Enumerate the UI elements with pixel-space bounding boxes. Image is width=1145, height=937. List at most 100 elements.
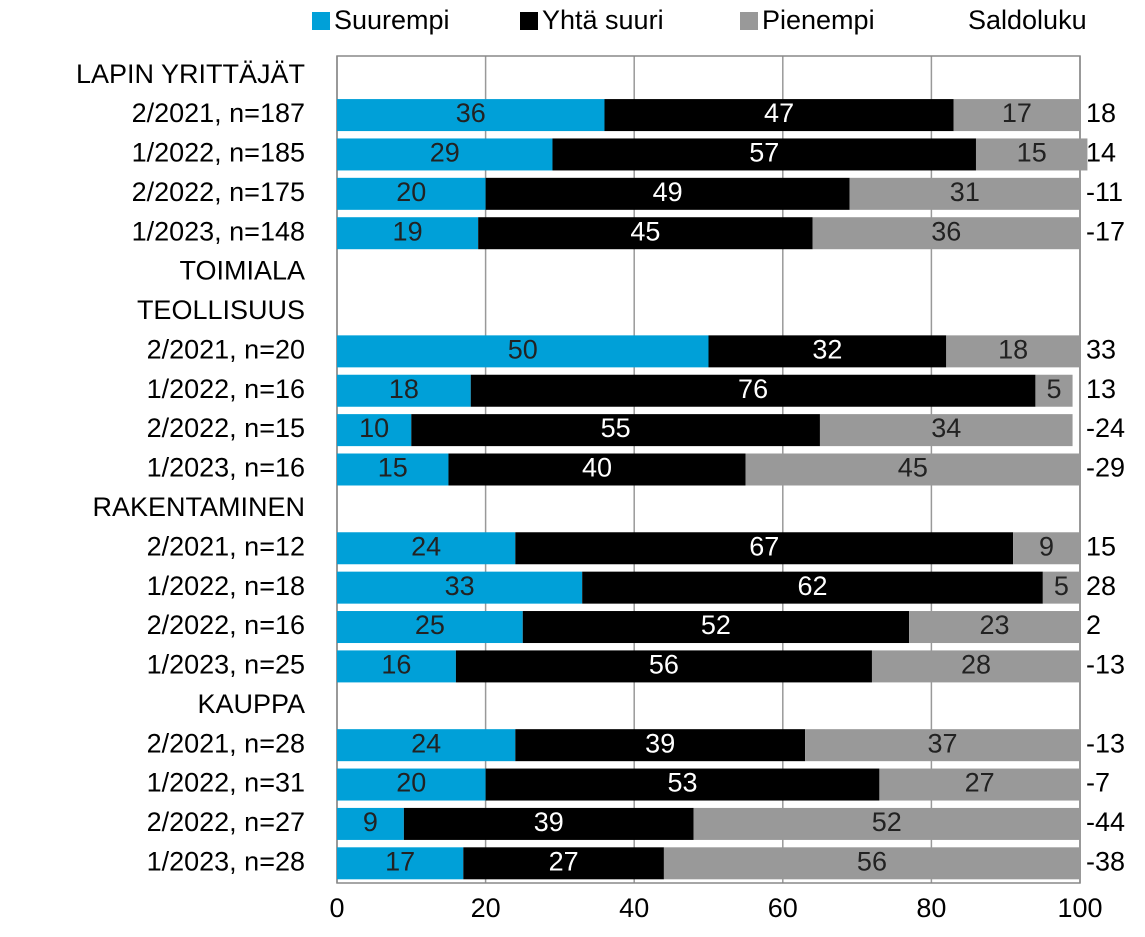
bar-segment bbox=[485, 768, 880, 801]
value-label: 23 bbox=[980, 610, 1010, 640]
bar-segment bbox=[849, 177, 1080, 210]
y-tick-label: 2/2021, n=12 bbox=[147, 531, 305, 561]
bar-segment bbox=[337, 532, 516, 565]
x-tick-label: 60 bbox=[768, 893, 798, 923]
bar-segment bbox=[337, 374, 471, 407]
bar-segment bbox=[337, 217, 479, 250]
value-label: 20 bbox=[396, 177, 426, 207]
bar-segment bbox=[337, 807, 404, 840]
value-label: 5 bbox=[1046, 374, 1061, 404]
bar-segment bbox=[337, 414, 412, 447]
saldo-value: -29 bbox=[1086, 453, 1125, 483]
y-tick-label: 2/2021, n=28 bbox=[147, 728, 305, 758]
value-label: 40 bbox=[582, 453, 612, 483]
y-tick-label: 1/2022, n=185 bbox=[132, 138, 305, 168]
value-label: 33 bbox=[445, 571, 475, 601]
bar-segment bbox=[337, 729, 516, 762]
bar-segment bbox=[411, 414, 820, 447]
bar-segment bbox=[1035, 374, 1073, 407]
legend-label: Yhtä suuri bbox=[542, 5, 664, 35]
value-label: 16 bbox=[381, 650, 411, 680]
value-label: 49 bbox=[653, 177, 683, 207]
y-tick-label: 2/2022, n=16 bbox=[147, 610, 305, 640]
saldo-value: 15 bbox=[1086, 531, 1116, 561]
x-tick-label: 0 bbox=[329, 893, 344, 923]
value-label: 62 bbox=[797, 571, 827, 601]
bar-segment bbox=[819, 414, 1073, 447]
bar-segment bbox=[463, 847, 664, 880]
legend-swatch bbox=[312, 12, 330, 30]
value-label: 24 bbox=[411, 728, 441, 758]
value-label: 32 bbox=[812, 334, 842, 364]
saldo-value: 13 bbox=[1086, 374, 1116, 404]
saldo-value: 28 bbox=[1086, 571, 1116, 601]
bar-segment bbox=[552, 138, 976, 171]
y-tick-label: 2/2022, n=27 bbox=[147, 807, 305, 837]
value-label: 56 bbox=[857, 846, 887, 876]
y-tick-label: 1/2022, n=31 bbox=[147, 768, 305, 798]
bar-segment bbox=[337, 847, 464, 880]
legend-swatch bbox=[520, 12, 538, 30]
value-label: 18 bbox=[998, 334, 1028, 364]
saldo-value: -11 bbox=[1086, 177, 1123, 207]
bar-segment bbox=[805, 729, 1080, 762]
value-label: 53 bbox=[667, 768, 697, 798]
y-tick-label: 2/2021, n=20 bbox=[147, 334, 305, 364]
value-label: 45 bbox=[898, 453, 928, 483]
y-tick-label: 2/2022, n=175 bbox=[132, 177, 305, 207]
legend-label: Pienempi bbox=[762, 5, 875, 35]
value-label: 36 bbox=[931, 216, 961, 246]
bar-segment bbox=[1042, 571, 1080, 604]
bar-segment bbox=[582, 571, 1043, 604]
x-tick-label: 80 bbox=[916, 893, 946, 923]
bar-segment bbox=[946, 335, 1080, 368]
bar-segment bbox=[708, 335, 947, 368]
saldo-value: -24 bbox=[1086, 413, 1125, 443]
saldo-value: -7 bbox=[1086, 768, 1110, 798]
legend-label: Suurempi bbox=[334, 5, 450, 35]
y-tick-label: KAUPPA bbox=[197, 689, 305, 719]
value-label: 17 bbox=[1002, 98, 1032, 128]
bar-segment bbox=[693, 807, 1080, 840]
legend-swatch bbox=[740, 12, 758, 30]
saldo-value: 14 bbox=[1086, 138, 1116, 168]
saldo-header: Saldoluku bbox=[968, 5, 1087, 35]
bar-segment bbox=[337, 177, 486, 210]
value-label: 76 bbox=[738, 374, 768, 404]
bar-segment bbox=[448, 453, 746, 486]
value-label: 34 bbox=[931, 413, 961, 443]
value-label: 29 bbox=[430, 138, 460, 168]
value-label: 39 bbox=[534, 807, 564, 837]
bar-segment bbox=[337, 99, 605, 132]
bar-segment bbox=[812, 217, 1080, 250]
bar-segment bbox=[337, 611, 523, 644]
value-label: 18 bbox=[389, 374, 419, 404]
bar-segment bbox=[337, 571, 583, 604]
value-label: 20 bbox=[396, 768, 426, 798]
y-tick-label: 1/2022, n=18 bbox=[147, 571, 305, 601]
value-label: 36 bbox=[456, 98, 486, 128]
value-label: 27 bbox=[965, 768, 995, 798]
value-label: 9 bbox=[363, 807, 378, 837]
saldo-value: -44 bbox=[1086, 807, 1125, 837]
saldo-value: 2 bbox=[1086, 610, 1101, 640]
value-label: 56 bbox=[649, 650, 679, 680]
saldo-value: -17 bbox=[1086, 216, 1125, 246]
bar-segment bbox=[485, 177, 850, 210]
value-label: 39 bbox=[645, 728, 675, 758]
value-label: 45 bbox=[630, 216, 660, 246]
value-label: 67 bbox=[749, 531, 779, 561]
value-label: 25 bbox=[415, 610, 445, 640]
bar-segment bbox=[337, 453, 449, 486]
bar-segment bbox=[470, 374, 1036, 407]
value-label: 50 bbox=[508, 334, 538, 364]
bar-segment bbox=[1013, 532, 1080, 565]
bar-segment bbox=[403, 807, 694, 840]
bar-segment bbox=[604, 99, 954, 132]
value-label: 24 bbox=[411, 531, 441, 561]
y-tick-label: 1/2023, n=148 bbox=[132, 216, 305, 246]
bar-segment bbox=[337, 650, 456, 683]
bar-segment bbox=[337, 138, 553, 171]
bar-segment bbox=[337, 335, 709, 368]
